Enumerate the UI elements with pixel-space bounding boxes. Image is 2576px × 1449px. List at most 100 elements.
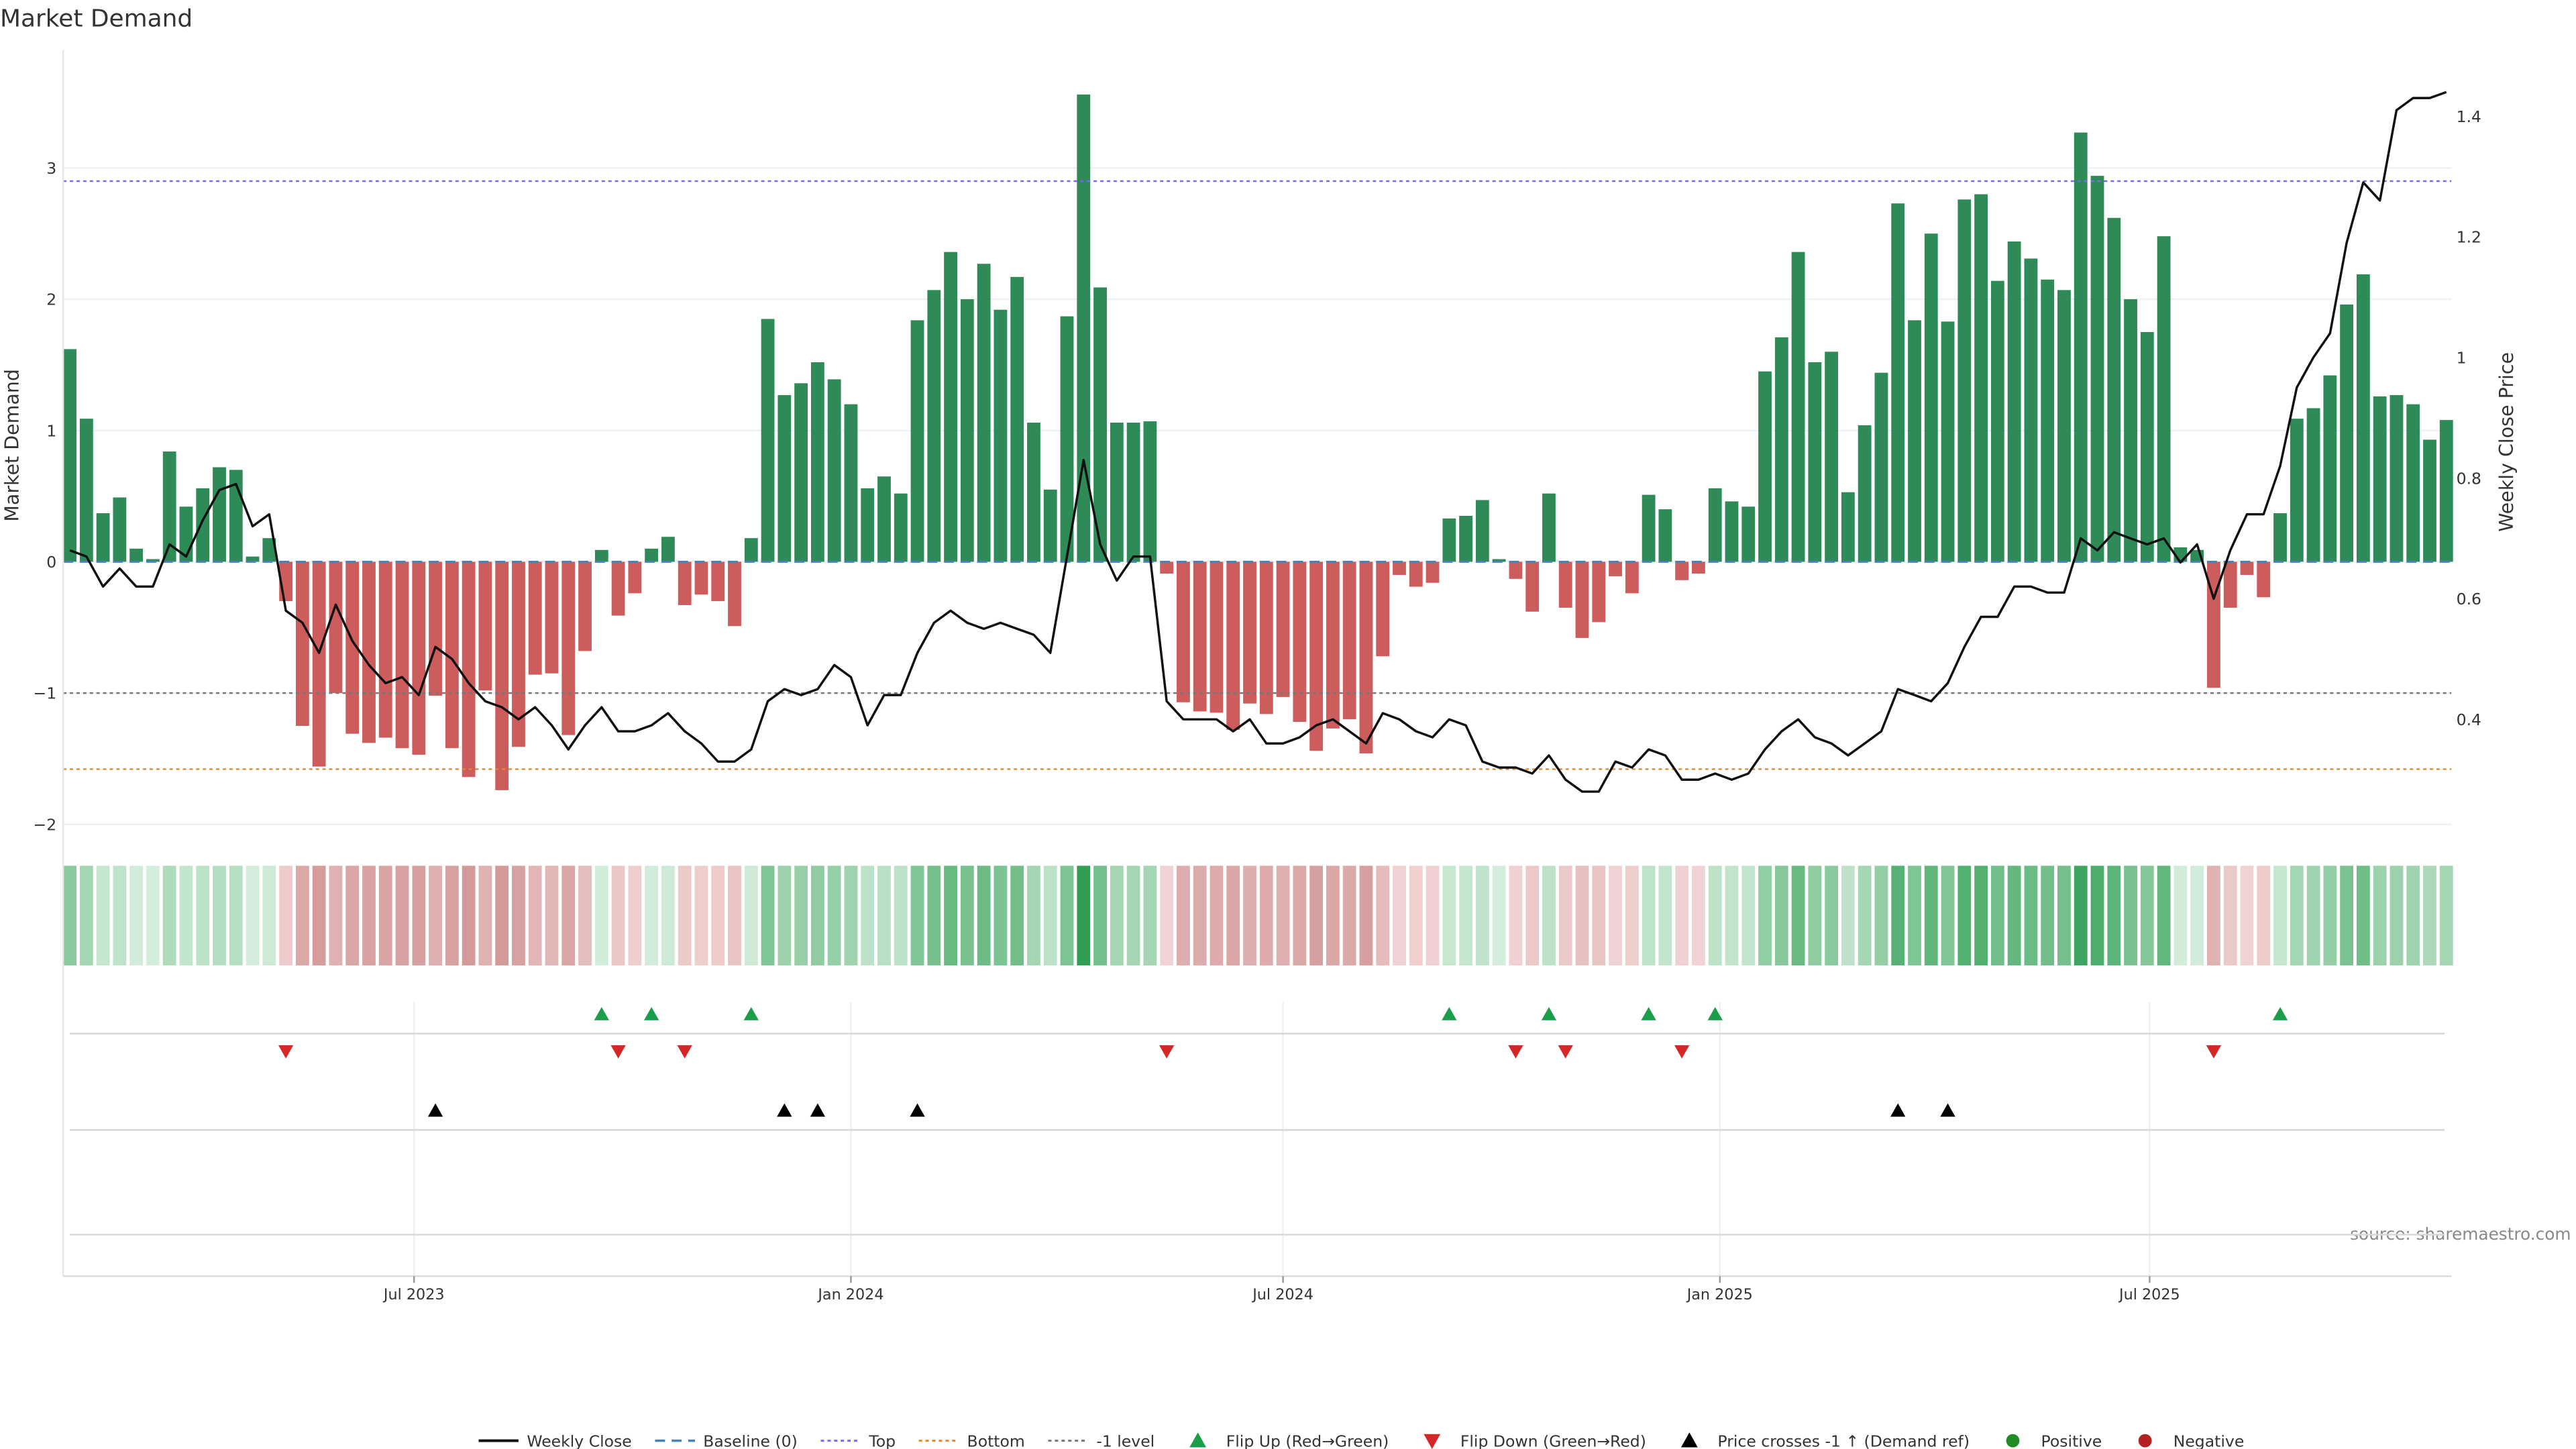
demand-bar bbox=[877, 476, 891, 562]
flip-down-marker bbox=[1558, 1045, 1573, 1059]
heat-cell bbox=[2207, 865, 2220, 966]
legend-label: Flip Down (Green→Red) bbox=[1460, 1432, 1646, 1449]
heat-cell bbox=[728, 865, 741, 966]
demand-bar bbox=[1841, 492, 1855, 562]
demand-bar bbox=[2356, 274, 2370, 562]
demand-bar bbox=[561, 561, 576, 735]
heat-cell bbox=[1692, 865, 1705, 966]
heat-cell bbox=[2373, 865, 2387, 966]
demand-bar bbox=[445, 561, 459, 749]
demand-bar bbox=[63, 349, 76, 562]
demand-bar bbox=[478, 561, 492, 691]
heat-cell bbox=[378, 865, 392, 966]
heat-cell bbox=[1658, 865, 1672, 966]
axes: −2 −1 0 1 2 3 0.4 0.6 0.8 1 1.2 1.4 Jul 2023 Jan 2024… bbox=[34, 50, 2481, 1303]
demand-bar bbox=[628, 561, 642, 594]
heat-cell bbox=[1642, 865, 1656, 966]
heat-cell bbox=[794, 865, 808, 966]
flip-down-marker bbox=[278, 1045, 294, 1059]
heat-cell bbox=[229, 865, 243, 966]
demand-bar bbox=[1642, 494, 1656, 562]
heat-cell bbox=[246, 865, 260, 966]
demand-bar bbox=[994, 309, 1008, 562]
price-cross-marker bbox=[777, 1103, 792, 1117]
demand-bar bbox=[1060, 316, 1074, 562]
demand-bar bbox=[2207, 561, 2220, 688]
heat-cell bbox=[2041, 865, 2055, 966]
legend-label: Top bbox=[868, 1432, 896, 1449]
legend-label: Bottom bbox=[967, 1432, 1025, 1449]
heat-cell bbox=[2423, 865, 2436, 966]
demand-bar bbox=[329, 561, 343, 694]
legend: Weekly Close Baseline (0) Top Bottom -1 leve… bbox=[478, 1432, 2244, 1449]
demand-bar bbox=[412, 561, 426, 755]
demand-bar bbox=[645, 548, 659, 562]
demand-bar bbox=[2373, 396, 2387, 562]
price-cross-marker bbox=[910, 1103, 925, 1117]
heat-cell bbox=[1409, 865, 1423, 966]
demand-bar bbox=[1077, 94, 1091, 562]
demand-bar bbox=[711, 561, 725, 602]
heat-cell bbox=[2340, 865, 2354, 966]
heat-cell bbox=[2223, 865, 2237, 966]
demand-bar bbox=[2390, 394, 2404, 562]
y2-tick-label: 0.8 bbox=[2457, 469, 2481, 488]
weekly-close-line bbox=[69, 91, 2447, 793]
heat-cell bbox=[1874, 865, 1888, 966]
heat-cell bbox=[1226, 865, 1240, 966]
heat-cell bbox=[2074, 865, 2088, 966]
demand-bar bbox=[1243, 561, 1256, 704]
demand-bar bbox=[611, 561, 625, 616]
heat-cell bbox=[146, 865, 160, 966]
heat-cell bbox=[162, 865, 176, 966]
heat-cell bbox=[96, 865, 110, 966]
heat-cell bbox=[2273, 865, 2287, 966]
flip-down-marker bbox=[1508, 1045, 1523, 1059]
heat-cell bbox=[761, 865, 775, 966]
legend-circle-icon bbox=[2006, 1434, 2020, 1448]
demand-bar bbox=[113, 497, 127, 562]
legend-label: Baseline (0) bbox=[703, 1432, 798, 1449]
heat-cell bbox=[1592, 865, 1606, 966]
heat-cell bbox=[2174, 865, 2188, 966]
heat-cell bbox=[1143, 865, 1157, 966]
heat-cell bbox=[1442, 865, 1456, 966]
demand-bar bbox=[2107, 217, 2121, 562]
demand-bar bbox=[1326, 561, 1340, 729]
demand-bar bbox=[1874, 372, 1888, 562]
demand-bar bbox=[1941, 321, 1955, 562]
heat-cell bbox=[1475, 865, 1489, 966]
heat-cell bbox=[412, 865, 426, 966]
heat-cell bbox=[63, 865, 76, 966]
demand-bar bbox=[1226, 561, 1240, 730]
flip-down-marker bbox=[2206, 1045, 2222, 1059]
heat-cell bbox=[1077, 865, 1091, 966]
heat-cell bbox=[994, 865, 1008, 966]
heat-cell bbox=[810, 865, 824, 966]
demand-bar bbox=[129, 548, 144, 562]
demand-bar bbox=[1027, 423, 1040, 562]
flip-up-marker bbox=[2272, 1007, 2288, 1020]
heat-cell bbox=[1575, 865, 1589, 966]
demand-bar bbox=[1858, 425, 1872, 562]
y2-tick-label: 0.4 bbox=[2457, 710, 2481, 729]
y2-tick-label: 1.4 bbox=[2457, 107, 2481, 126]
heat-cell bbox=[1160, 865, 1174, 966]
heat-cell bbox=[2390, 865, 2404, 966]
demand-bar bbox=[1542, 493, 1556, 562]
heat-cell bbox=[528, 865, 542, 966]
weekly-close-path bbox=[69, 91, 2447, 793]
heat-cell bbox=[861, 865, 875, 966]
demand-bar bbox=[1342, 561, 1356, 720]
heat-cell bbox=[1193, 865, 1207, 966]
heat-cell bbox=[2157, 865, 2171, 966]
heat-cell bbox=[910, 865, 924, 966]
demand-bar bbox=[2057, 290, 2071, 562]
heat-cell bbox=[944, 865, 957, 966]
flip-up-marker bbox=[743, 1007, 759, 1020]
demand-bar bbox=[462, 561, 476, 777]
heat-cell bbox=[1974, 865, 1988, 966]
demand-bar bbox=[1692, 561, 1705, 574]
demand-bar bbox=[1193, 561, 1207, 712]
demand-bar bbox=[1143, 421, 1157, 562]
